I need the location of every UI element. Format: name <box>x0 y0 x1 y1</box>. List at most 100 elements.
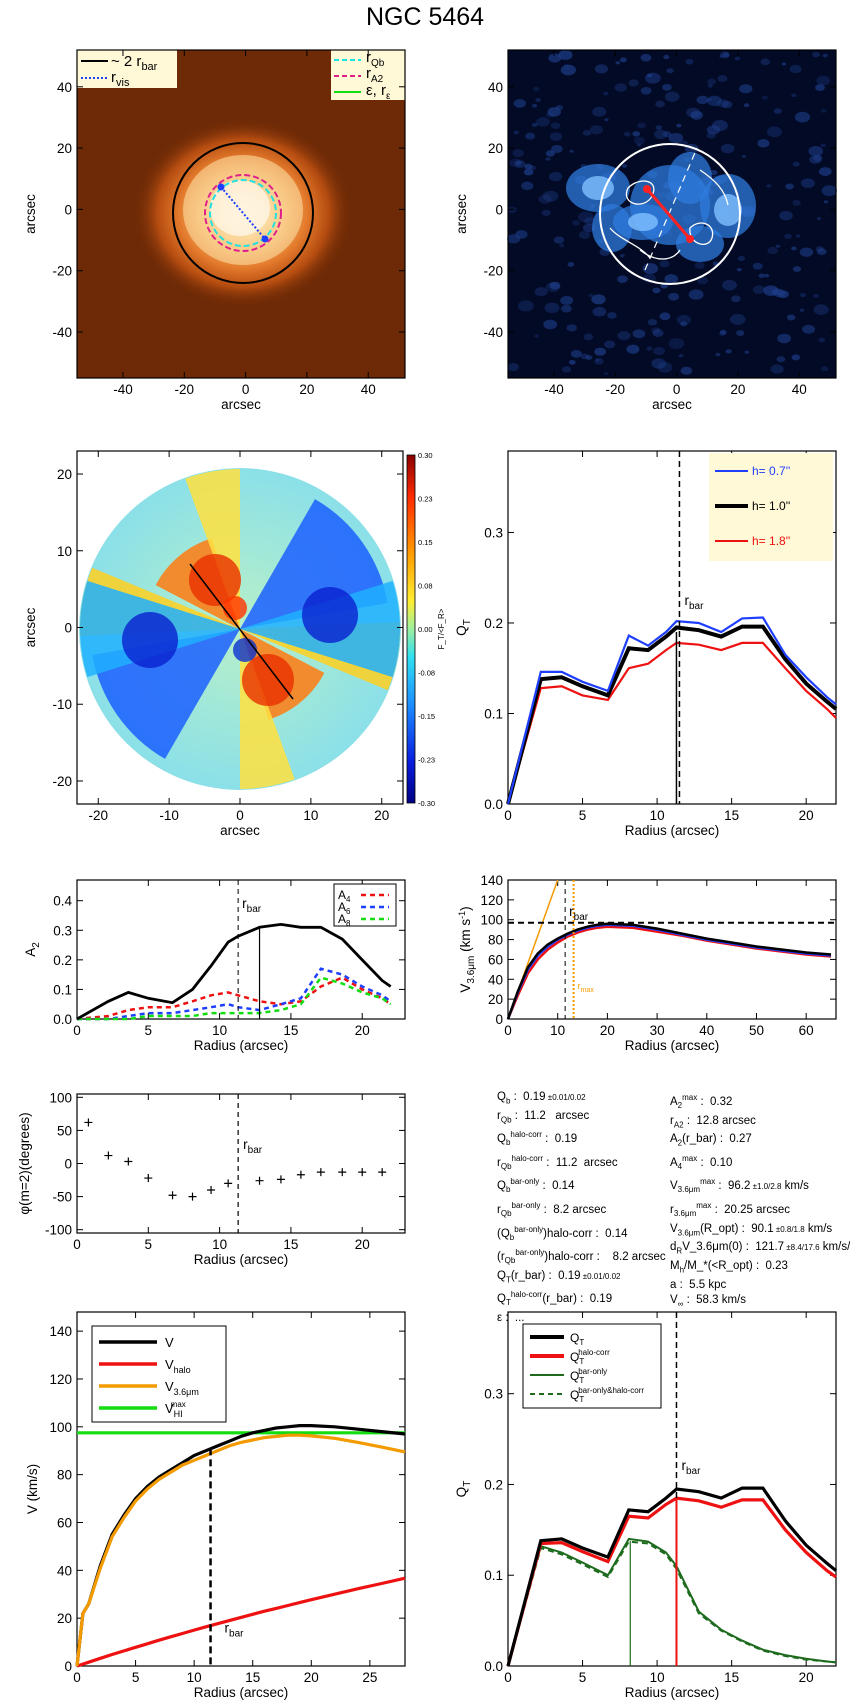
param-row: r3.6μmmax : 20.25 arcsec <box>670 1201 790 1219</box>
noise-blob <box>662 131 672 138</box>
y-tick-label: 60 <box>488 952 503 967</box>
noise-blob <box>802 324 816 334</box>
phase-points: rbar <box>84 1094 387 1233</box>
phase-point <box>84 1118 93 1127</box>
noise-blob <box>651 327 661 334</box>
noise-blob <box>800 178 815 189</box>
series-line <box>506 624 838 805</box>
param-row: rA2 : 12.8 arcsec <box>670 1114 756 1129</box>
noise-blob <box>640 86 652 95</box>
y-tick-label: 80 <box>488 933 503 948</box>
colorbar-tick-label: -0.08 <box>418 669 435 678</box>
noise-blob <box>668 132 684 144</box>
colorbar-tick-label: 0.15 <box>418 538 433 547</box>
noise-blob <box>594 358 604 365</box>
noise-blob <box>668 338 685 349</box>
noise-blob <box>820 143 826 148</box>
param-row: Mh/M_*(<R_opt) : 0.23 <box>670 1259 788 1275</box>
x-axis-label: Radius (arcsec) <box>625 1685 720 1700</box>
noise-blob <box>731 295 741 303</box>
noise-blob <box>534 334 540 338</box>
param-row: a : 5.5 kpc <box>670 1278 727 1291</box>
noise-blob <box>719 54 724 58</box>
noise-blob <box>521 181 534 191</box>
qt-halo-lines: rbar QTQThalo-corrQTbar-onlyQTbar-only&ha… <box>506 1312 838 1667</box>
noise-blob <box>680 366 693 375</box>
y-tick-label: 0.3 <box>484 525 503 540</box>
noise-blob <box>739 84 753 94</box>
force-blob <box>189 554 241 606</box>
rmax-label: rmax <box>578 981 595 994</box>
rbar-label: rbar <box>225 1621 245 1640</box>
force-blob <box>122 612 178 668</box>
param-row: Qb : 0.19 ±0.01/0.02 <box>497 1091 586 1106</box>
noise-blob <box>640 53 652 62</box>
force-map-bar-line <box>189 563 294 700</box>
noise-blob <box>590 125 603 135</box>
x-tick-label: 10 <box>650 808 665 823</box>
noise-blob <box>812 51 820 58</box>
y-tick-label: 0 <box>64 1157 72 1172</box>
galaxy-emission <box>133 118 353 308</box>
noise-blob <box>513 130 520 135</box>
noise-blob <box>525 132 536 140</box>
noise-blob <box>707 78 717 85</box>
noise-blob <box>633 136 645 145</box>
noise-blob <box>524 163 533 170</box>
noise-blob <box>507 363 519 372</box>
noise-blob <box>816 75 831 86</box>
residual_panel-axes: -40 -20 0 20 40 -40 -20 0 20 40 arcsec arcsec <box>454 49 837 412</box>
noise-blob <box>707 84 713 88</box>
noise-blob <box>668 292 680 301</box>
x-tick-label: 10 <box>650 1670 665 1685</box>
y-tick-label: 120 <box>49 1372 72 1387</box>
noise-blob <box>690 110 703 120</box>
y-tick-label: -20 <box>483 264 503 279</box>
noise-blob <box>655 100 665 108</box>
noise-blob <box>583 333 594 341</box>
colorbar-tick-label: -0.30 <box>418 799 435 808</box>
series-line <box>76 976 392 1021</box>
param-row: V3.6μm(R_opt) : 90.1 ±0.8/1.8 km/s <box>670 1222 833 1237</box>
v36-lines: rbar rmax <box>506 879 836 1020</box>
legend-entry: h= 1.8'' <box>752 534 790 548</box>
phase_profile-axes: 0 5 10 15 20 -100 -50 0 50 100 Radius (arcsec) φ(m=… <box>17 1090 406 1267</box>
noise-blob <box>676 314 691 325</box>
x-tick-label: 30 <box>650 1023 665 1038</box>
noise-blob <box>582 223 596 233</box>
rbar-label: rbar <box>684 593 704 612</box>
rvis-end <box>217 183 225 191</box>
colorbar-tick-label: 0.00 <box>418 625 433 634</box>
noise-blob <box>617 275 628 283</box>
phase-point <box>104 1151 113 1160</box>
force-map-panel: 0.30 0.23 0.15 0.08 0.00 -0.08 -0.15 -0.23 -0.30… <box>77 451 446 808</box>
rvis-end <box>261 235 269 243</box>
residual_panel-frame <box>507 49 837 379</box>
y-tick-label: 60 <box>57 1515 72 1530</box>
rbar-label: rbar <box>243 1137 263 1156</box>
param-row: V3.6μmmax : 96.2 ±1.0/2.8 km/s <box>670 1177 809 1195</box>
phase-point <box>188 1192 197 1201</box>
noise-blob <box>821 366 829 372</box>
noise-blob <box>752 285 766 294</box>
noise-blob <box>622 164 628 168</box>
noise-blob <box>720 143 735 154</box>
y-tick-label: 0.4 <box>53 894 72 909</box>
noise-blob <box>766 184 772 188</box>
x-axis-label: Radius (arcsec) <box>194 1252 289 1267</box>
x-tick-label: 0 <box>504 808 512 823</box>
noise-blob <box>507 234 521 244</box>
x-tick-label: 40 <box>699 1023 714 1038</box>
y-tick-label: -100 <box>45 1223 72 1238</box>
noise-blob <box>637 122 646 129</box>
phase-point <box>358 1168 367 1177</box>
y-tick-label: 0.3 <box>484 1387 503 1402</box>
noise-blob <box>517 300 534 312</box>
x-axis-label: arcsec <box>221 397 261 412</box>
phase-point <box>224 1179 233 1188</box>
y-tick-label: 40 <box>57 80 72 95</box>
legend-entry: h= 0.7'' <box>752 464 790 478</box>
param-row: rQb : 11.2 arcsec <box>497 1109 590 1124</box>
x-tick-label: 15 <box>724 1670 739 1685</box>
noise-blob <box>578 211 594 223</box>
